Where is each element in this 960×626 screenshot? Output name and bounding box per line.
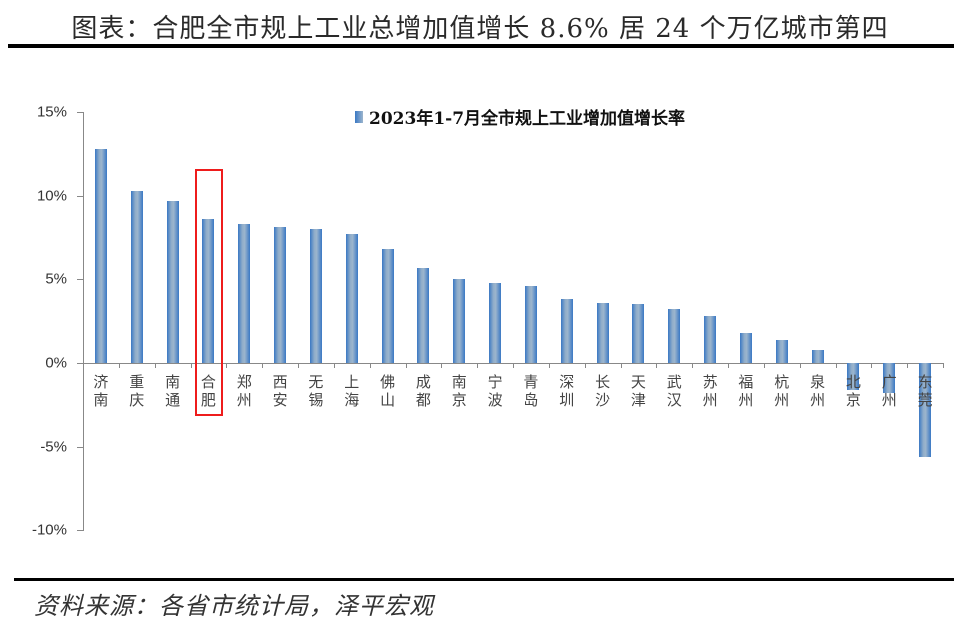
x-tick-mark <box>226 363 227 368</box>
x-category-label: 武汉 <box>666 373 682 409</box>
x-tick-mark <box>191 363 192 368</box>
x-category-label: 深圳 <box>559 373 575 409</box>
x-category-label: 福州 <box>738 373 754 409</box>
legend-label: 2023年1-7月全市规上工业增加值增长率 <box>369 109 686 129</box>
x-category-label: 佛山 <box>380 373 396 409</box>
bar-无锡 <box>309 229 322 363</box>
y-tick-label: 10% <box>36 187 67 205</box>
bar-佛山 <box>381 249 394 363</box>
x-tick-mark <box>334 363 335 368</box>
bar-上海 <box>345 234 358 363</box>
y-tick-mark <box>77 196 83 197</box>
y-tick-mark <box>77 279 83 280</box>
x-tick-mark <box>83 363 84 368</box>
x-tick-mark <box>871 363 872 368</box>
x-tick-mark <box>692 363 693 368</box>
bar-东莞 <box>919 363 932 457</box>
bar-北京 <box>847 363 860 390</box>
figure-title: 图表：合肥全市规上工业总增加值增长 8.6% 居 24 个万亿城市第四 <box>71 14 889 44</box>
x-category-label: 合肥 <box>200 373 216 409</box>
x-category-label: 北京 <box>845 373 861 409</box>
bar-长沙 <box>596 302 609 363</box>
x-category-label: 青岛 <box>523 373 539 409</box>
x-tick-mark <box>298 363 299 368</box>
bar-宁波 <box>489 282 502 363</box>
legend-swatch-icon <box>355 110 363 123</box>
x-tick-mark <box>800 363 801 368</box>
bar-西安 <box>274 227 287 363</box>
bar-重庆 <box>130 190 143 363</box>
y-tick-mark <box>77 530 83 531</box>
bar-济南 <box>94 148 107 363</box>
x-tick-mark <box>764 363 765 368</box>
top-rule <box>8 44 954 48</box>
y-tick-label: -10% <box>31 521 67 539</box>
y-tick-mark <box>77 363 83 364</box>
x-category-label: 天津 <box>630 373 646 409</box>
x-category-label: 长沙 <box>595 373 611 409</box>
y-axis <box>83 112 84 531</box>
y-tick-label: -5% <box>40 438 67 456</box>
x-category-label: 郑州 <box>236 373 252 409</box>
y-tick-label: 15% <box>36 103 67 121</box>
x-tick-mark <box>943 363 944 368</box>
x-category-label: 苏州 <box>702 373 718 409</box>
x-category-label: 西安 <box>272 373 288 409</box>
x-tick-mark <box>370 363 371 368</box>
bar-福州 <box>739 332 752 363</box>
bottom-rule <box>14 578 954 581</box>
x-category-label: 广州 <box>881 373 897 409</box>
bar-苏州 <box>704 316 717 363</box>
x-category-label: 无锡 <box>308 373 324 409</box>
x-tick-mark <box>119 363 120 368</box>
x-tick-mark <box>406 363 407 368</box>
chart-legend: 2023年1-7月全市规上工业增加值增长率 <box>355 104 685 129</box>
bar-合肥 <box>202 219 215 363</box>
bar-青岛 <box>524 286 537 363</box>
x-tick-mark <box>155 363 156 368</box>
x-category-label: 南京 <box>451 373 467 409</box>
y-tick-mark <box>77 112 83 113</box>
x-category-label: 成都 <box>415 373 431 409</box>
x-tick-mark <box>441 363 442 368</box>
bar-杭州 <box>775 339 788 363</box>
y-tick-label: 0% <box>45 354 67 372</box>
x-tick-mark <box>728 363 729 368</box>
x-tick-mark <box>907 363 908 368</box>
bar-南京 <box>453 279 466 363</box>
x-tick-mark <box>836 363 837 368</box>
bar-南通 <box>166 200 179 363</box>
bar-天津 <box>632 304 645 363</box>
x-category-label: 上海 <box>344 373 360 409</box>
x-tick-mark <box>621 363 622 368</box>
highlight-box <box>195 169 224 416</box>
x-tick-mark <box>656 363 657 368</box>
x-tick-mark <box>262 363 263 368</box>
x-tick-mark <box>477 363 478 368</box>
x-tick-mark <box>585 363 586 368</box>
x-category-label: 宁波 <box>487 373 503 409</box>
bar-武汉 <box>668 309 681 363</box>
x-category-label: 东莞 <box>917 373 933 409</box>
bar-广州 <box>883 363 896 394</box>
y-tick-label: 5% <box>45 270 67 288</box>
y-tick-mark <box>77 447 83 448</box>
bar-泉州 <box>811 349 824 363</box>
x-category-label: 南通 <box>165 373 181 409</box>
x-category-label: 济南 <box>93 373 109 409</box>
x-category-label: 泉州 <box>810 373 826 409</box>
bar-chart: 2023年1-7月全市规上工业增加值增长率 15% 10% 5% 0% -5% -10% 济… <box>31 103 944 539</box>
x-tick-mark <box>549 363 550 368</box>
x-tick-mark <box>513 363 514 368</box>
bar-深圳 <box>560 299 573 363</box>
x-category-label: 杭州 <box>774 373 790 409</box>
source-note: 资料来源：各省市统计局，泽平宏观 <box>34 592 434 620</box>
x-category-label: 重庆 <box>129 373 145 409</box>
bar-成都 <box>417 267 430 363</box>
bar-郑州 <box>238 224 251 363</box>
